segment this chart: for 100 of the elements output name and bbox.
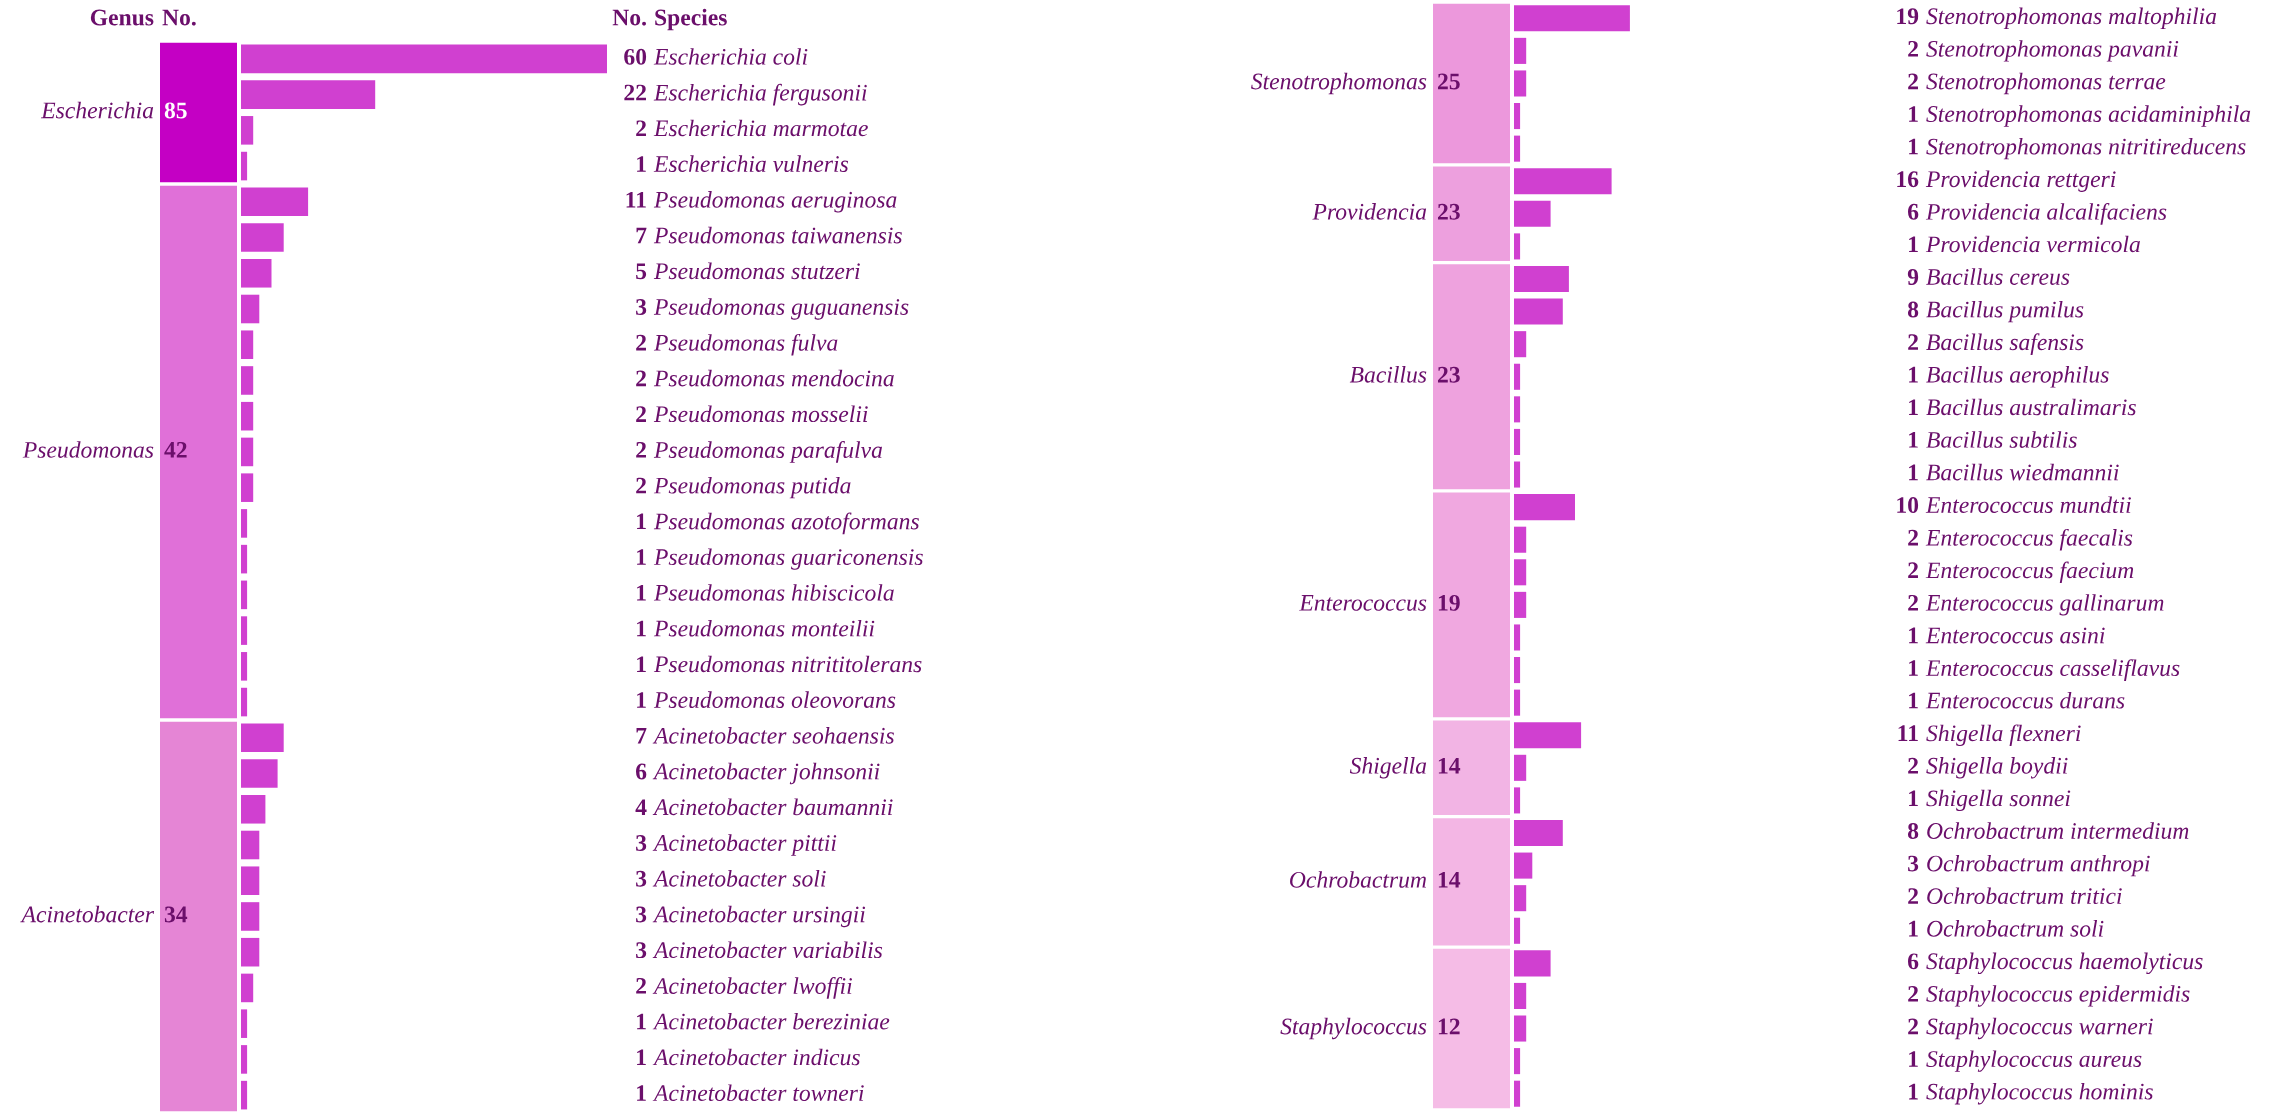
data-label: 2 [636,370,646,387]
y-tick-label: Pseudomonas taiwanensis [653,226,902,244]
data-label: 3 [636,299,647,315]
data-label: 1 [1909,1083,1918,1100]
y-tick-label: Bacillus aerophilus [1926,366,2109,388]
data-label: 1 [1909,660,1918,676]
category-label: Providencia [1312,203,1427,220]
bar [1514,591,1527,618]
data-label: 2 [636,334,646,351]
data-label: 1 [1909,106,1918,122]
y-tick-label: Acinetobacter pittii [652,834,837,856]
category-label: Ochrobactrum [1290,871,1426,888]
y-tick-label: Acinetobacter baumannii [652,798,893,816]
data-label: 6 [636,763,647,780]
bar [1514,265,1569,293]
data-label: 1 [1909,627,1918,644]
data-label: 11 [626,191,646,208]
y-tick-label: Ochrobactrum anthropi [1927,854,2150,877]
bar [241,759,278,788]
bar [1514,885,1527,912]
data-label: 16 [1897,171,1919,188]
bar [241,687,248,717]
data-label: 1 [637,1013,646,1030]
data-label: 42 [164,441,187,458]
y-tick-label: Staphylococcus haemolyticus [1926,952,2203,975]
y-tick-label: Acinetobacter indicus [652,1048,860,1066]
bar [1514,819,1563,847]
y-tick-label: Staphylococcus aureus [1926,1050,2142,1072]
y-tick-label: Stenotrophomonas nitritireducens [1926,137,2246,160]
bar [241,902,260,931]
data-label: 8 [1907,301,1919,318]
bar [1514,950,1551,977]
bar [241,616,248,645]
bar [1514,852,1533,879]
data-label: 1 [637,656,646,673]
data-label: 2 [636,441,646,458]
bar [241,509,248,538]
y-tick-label: Stenotrophomonas maltophilia [1926,7,2217,29]
bar [1514,526,1527,553]
data-label: 2 [636,406,646,422]
category-label: Escherichia [40,101,154,119]
y-tick-label: Escherichia marmotae [653,119,868,137]
y-tick-label: Providencia rettgeri [1925,170,2116,192]
y-tick-label: Shigella boydii [1926,757,2068,779]
bar [241,473,254,502]
y-tick-label: Staphylococcus hominis [1926,1082,2153,1105]
bar [241,580,248,610]
y-tick-label: Ochrobactrum tritici [1927,887,2122,905]
y-tick-label: Pseudomonas hibiscicola [653,584,894,601]
bar [1514,1048,1521,1075]
data-label: 1 [1909,399,1918,416]
bar [1514,559,1527,586]
bar [1514,982,1527,1009]
bar [1514,5,1630,32]
category-label: Pseudomonas [22,441,154,458]
bar [241,187,309,217]
data-label: 2 [636,477,646,494]
data-label: 2 [636,120,646,137]
bar [241,830,260,860]
bar [1514,1015,1527,1042]
y-tick-label: Ochrobactrum intermedium [1927,822,2189,839]
bar [241,794,266,824]
bar [1514,1080,1521,1107]
y-tick-label: Acinetobacter seohaensis [652,727,894,744]
bar [241,1045,248,1074]
data-label: 1 [1909,138,1918,155]
data-label: 1 [637,549,646,565]
bar [241,151,248,181]
y-tick-label: Providencia alcalifaciens [1925,203,2167,225]
bar [1514,298,1563,325]
y-tick-label: Pseudomonas parafulva [653,441,882,463]
data-label: 8 [1907,822,1919,839]
data-label: 1 [637,1049,646,1066]
y-tick-label: Bacillus safensis [1926,333,2084,355]
data-label: 11 [1898,725,1918,741]
bar [1514,233,1521,260]
bar [241,652,248,681]
data-label: 9 [1907,269,1919,285]
y-tick-label: Acinetobacter bereziniae [652,1012,890,1030]
data-label: 1 [1909,464,1918,481]
y-tick-label: Bacillus cereus [1926,268,2070,285]
data-label: 1 [637,584,646,601]
bar [1514,917,1521,944]
data-label: 25 [1437,73,1460,90]
y-tick-label: Providencia vermicola [1925,235,2140,253]
data-label: 1 [1909,236,1918,253]
data-label: 2 [1908,40,1918,57]
y-tick-label: Staphylococcus epidermidis [1926,985,2190,1007]
bar [241,723,284,753]
y-tick-label: Shigella flexneri [1926,724,2081,747]
category-label: Bacillus [1349,366,1427,383]
bar [1514,168,1612,195]
category-label: Enterococcus [1299,595,1427,611]
text: Genus [90,9,154,26]
data-label: 1 [637,156,646,172]
data-label: 23 [1437,366,1460,383]
bar [241,1080,248,1110]
data-label: 1 [1909,790,1918,807]
data-label: 2 [1908,757,1918,774]
y-tick-label: Stenotrophomonas terrae [1926,72,2166,95]
